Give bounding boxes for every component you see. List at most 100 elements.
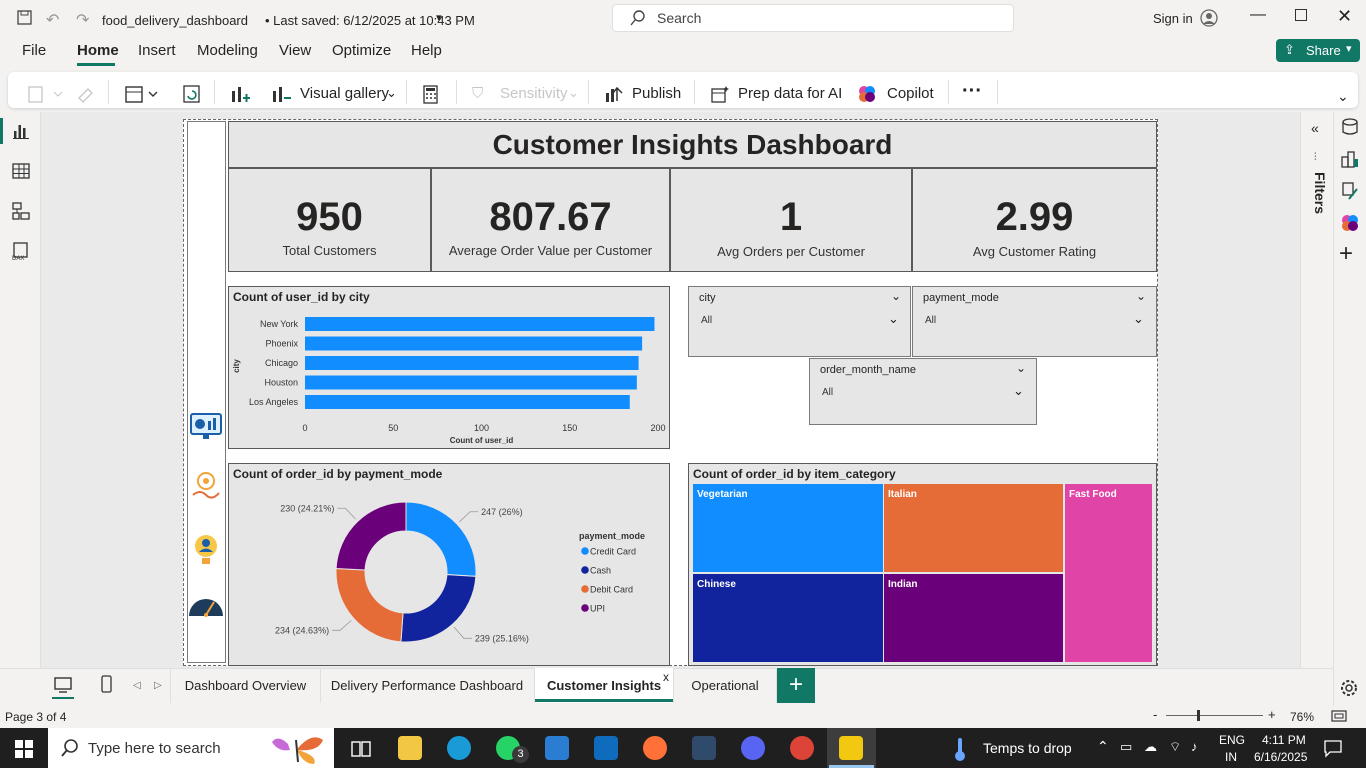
volume-icon[interactable]: ♪ — [1191, 739, 1198, 754]
close-icon[interactable]: ✕ — [1337, 6, 1353, 26]
chevron-down-icon[interactable]: ⌄ — [1013, 383, 1024, 398]
redo-icon[interactable]: ↷ — [76, 12, 90, 29]
tab-customer-insights[interactable]: Customer Insights — [535, 668, 674, 703]
kpi-card[interactable]: 807.67 Average Order Value per Customer — [431, 168, 670, 272]
slicer-value[interactable]: All — [701, 315, 713, 326]
paste-icon[interactable] — [27, 84, 63, 104]
language-secondary[interactable]: IN — [1225, 750, 1237, 764]
model-view-icon[interactable] — [11, 201, 31, 221]
save-icon[interactable] — [16, 9, 34, 27]
copilot-pane-icon[interactable] — [1340, 213, 1360, 233]
collapse-ribbon-icon[interactable]: ⌄ — [1337, 88, 1349, 104]
treemap-tile[interactable]: Vegetarian — [693, 484, 883, 572]
app-icon[interactable] — [692, 736, 716, 760]
copilot-icon[interactable] — [857, 84, 877, 104]
visual-gallery-icon[interactable] — [270, 83, 292, 105]
city-slicer[interactable]: city ⌄ All ⌄ — [688, 286, 911, 357]
search-input[interactable]: Search — [657, 10, 702, 26]
taskbar-search-input[interactable]: Type here to search — [88, 740, 221, 757]
outlook-icon[interactable] — [594, 736, 618, 760]
bar[interactable] — [305, 336, 643, 351]
zoom-out-button[interactable]: - — [1153, 707, 1158, 722]
legend-item[interactable]: Debit Card — [590, 585, 633, 595]
scroll-left-icon[interactable]: ◁ — [133, 680, 141, 691]
file-explorer-icon[interactable] — [398, 736, 422, 760]
kpi-card[interactable]: 2.99 Avg Customer Rating — [912, 168, 1157, 272]
scroll-right-icon[interactable]: ▷ — [154, 680, 162, 691]
slicer-value[interactable]: All — [925, 315, 937, 326]
expand-pane-icon[interactable]: « — [1311, 120, 1319, 136]
city-bar-chart[interactable]: Count of user_id by city New York Phoenix… — [228, 286, 670, 449]
signin-link[interactable]: Sign in — [1153, 11, 1193, 26]
network-icon[interactable]: ⌔ — [1169, 739, 1182, 754]
search-box[interactable] — [612, 4, 1014, 32]
legend-item[interactable]: UPI — [590, 604, 605, 614]
chevron-down-icon[interactable]: ⌄ — [386, 85, 397, 100]
format-pane-icon[interactable] — [1340, 181, 1360, 201]
notifications-icon[interactable] — [1323, 738, 1343, 758]
store-icon[interactable] — [545, 736, 569, 760]
menu-help[interactable]: Help — [411, 42, 442, 59]
delivery-nav-icon[interactable] — [190, 469, 222, 505]
legend-item[interactable]: Credit Card — [590, 547, 636, 557]
desktop-layout-icon[interactable] — [53, 675, 73, 695]
copilot-button[interactable]: Copilot — [887, 85, 934, 102]
minimize-icon[interactable]: — — [1250, 6, 1266, 23]
firefox-icon[interactable] — [643, 736, 667, 760]
task-view-icon[interactable] — [350, 738, 372, 760]
legend-item[interactable]: Cash — [590, 566, 611, 576]
refresh-icon[interactable] — [182, 83, 204, 105]
payment-donut-chart[interactable]: Count of order_id by payment_mode 247 (2… — [228, 463, 670, 666]
cloud-icon[interactable]: ☁ — [1144, 739, 1157, 754]
kpi-card[interactable]: 1 Avg Orders per Customer — [670, 168, 912, 272]
new-visual-icon[interactable] — [229, 83, 251, 105]
weather-text[interactable]: Temps to drop — [983, 740, 1072, 756]
chevron-down-icon[interactable]: ⌄ — [1136, 289, 1147, 303]
chevron-down-icon[interactable]: ⌄ — [1133, 311, 1144, 326]
discord-icon[interactable] — [741, 736, 765, 760]
chevron-down-icon[interactable]: ⌄ — [891, 289, 902, 303]
dax-query-icon[interactable]: DAX — [11, 241, 31, 261]
chrome-icon[interactable] — [790, 736, 814, 760]
chevron-down-icon[interactable]: ⌄ — [888, 311, 899, 326]
menu-modeling[interactable]: Modeling — [197, 42, 258, 59]
add-page-button[interactable]: + — [777, 668, 815, 703]
filters-label[interactable]: Filters — [1312, 172, 1328, 215]
menu-file[interactable]: File — [22, 42, 47, 59]
settings-icon[interactable] — [1339, 678, 1359, 698]
dashboard-nav-icon[interactable] — [189, 411, 223, 443]
visual-gallery-button[interactable]: Visual gallery — [300, 85, 389, 102]
tab-operational[interactable]: Operational — [674, 668, 777, 703]
treemap-tile[interactable]: Italian — [884, 484, 1063, 572]
power-bi-icon[interactable] — [839, 736, 863, 760]
zoom-level[interactable]: 76% — [1290, 710, 1315, 724]
add-pane-icon[interactable]: + — [1339, 240, 1354, 267]
edge-browser-icon[interactable] — [447, 736, 471, 760]
tab-delivery-performance[interactable]: Delivery Performance Dashboard — [320, 668, 535, 703]
show-hidden-icons-icon[interactable]: ⌃ — [1097, 738, 1109, 754]
report-view-icon[interactable] — [11, 121, 31, 141]
more-options-icon[interactable]: ··· — [962, 80, 982, 102]
menu-view[interactable]: View — [279, 42, 312, 59]
windows-start-icon[interactable] — [14, 739, 34, 759]
menu-optimize[interactable]: Optimize — [332, 42, 392, 59]
format-painter-icon[interactable] — [76, 84, 96, 104]
donut-slice[interactable] — [405, 501, 477, 577]
donut-slice[interactable] — [335, 501, 407, 571]
publish-button[interactable]: Publish — [632, 85, 682, 102]
bar[interactable] — [305, 375, 637, 390]
customer-nav-icon[interactable] — [190, 532, 222, 568]
order-month-slicer[interactable]: order_month_name ⌄ All ⌄ — [809, 358, 1037, 425]
tab-dashboard-overview[interactable]: Dashboard Overview — [170, 668, 321, 703]
chevron-down-icon[interactable]: ▾ — [436, 12, 442, 24]
mobile-layout-icon[interactable] — [99, 675, 115, 695]
donut-slice[interactable] — [335, 568, 404, 643]
maximize-icon[interactable] — [1295, 9, 1307, 21]
clock-date[interactable]: 6/16/2025 — [1254, 750, 1308, 764]
prep-data-icon[interactable] — [709, 83, 731, 105]
operational-nav-icon[interactable] — [187, 588, 225, 618]
undo-icon[interactable]: ↶ — [46, 12, 60, 29]
battery-icon[interactable]: ▭ — [1120, 739, 1133, 754]
prep-data-button[interactable]: Prep data for AI — [738, 85, 843, 102]
menu-insert[interactable]: Insert — [138, 42, 176, 59]
